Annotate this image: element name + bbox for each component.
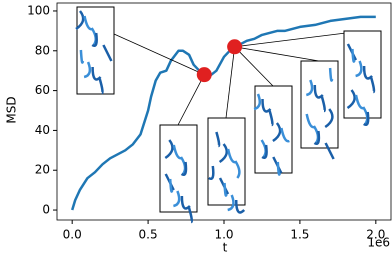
- inset-fiber: [370, 77, 376, 94]
- inset-fiber: [180, 161, 188, 176]
- inset-fiber: [305, 79, 314, 97]
- y-tick-label: 0: [42, 203, 50, 217]
- inset-fiber: [79, 49, 85, 64]
- y-tick-label: 40: [35, 123, 50, 137]
- x-axis-label: t: [223, 241, 228, 255]
- connector: [234, 46, 274, 87]
- inset-fiber: [164, 139, 174, 160]
- inset-frame: [343, 30, 382, 119]
- inset-fiber: [261, 144, 268, 159]
- inset-fiber: [98, 78, 104, 95]
- inset-image: [343, 30, 382, 126]
- data-line: [71, 15, 376, 211]
- inset-fiber: [227, 194, 235, 212]
- inset-image: [75, 6, 115, 95]
- inset-fiber: [313, 130, 321, 145]
- inset-fiber: [272, 122, 282, 143]
- inset-fiber: [173, 190, 181, 208]
- inset-fiber: [75, 10, 85, 31]
- inset-image: [159, 124, 198, 224]
- inset-fiber: [261, 98, 272, 113]
- connector: [234, 30, 363, 48]
- inset-fiber: [226, 148, 237, 164]
- x-tick-label: 2.0: [366, 228, 385, 242]
- inset-frame: [254, 85, 293, 174]
- y-axis-label: MSD: [5, 96, 19, 123]
- inset-fiber: [91, 66, 102, 81]
- inset-fiber: [351, 48, 356, 63]
- inset-image: [207, 117, 246, 214]
- inset-fiber: [83, 15, 93, 31]
- x-offset-label: 1e6: [367, 236, 390, 250]
- inset-fiber: [253, 93, 262, 111]
- inset-fiber: [346, 89, 356, 110]
- inset-fiber: [363, 111, 370, 126]
- inset-fiber: [268, 110, 274, 127]
- inset-fiber: [83, 61, 92, 79]
- inset-fiber: [234, 199, 246, 214]
- inset-fiber: [187, 207, 194, 224]
- inset-fiber: [180, 195, 191, 210]
- y-tick-label: 80: [35, 43, 50, 57]
- inset-fiber: [328, 67, 334, 82]
- inset-fiber: [320, 96, 326, 113]
- inset-fiber: [324, 142, 335, 160]
- inset-fiber: [313, 84, 324, 99]
- inset-fiber: [168, 178, 174, 193]
- inset-fiber: [102, 44, 113, 62]
- connector: [234, 46, 320, 62]
- inset-fiber: [305, 113, 316, 129]
- inset-image: [300, 60, 339, 160]
- highlight-point: [227, 39, 243, 55]
- inset-fiber: [215, 131, 221, 148]
- x-tick-label: 1.0: [214, 228, 233, 242]
- inset-fiber: [91, 32, 98, 47]
- inset-image: [253, 85, 293, 176]
- x-tick-label: 0.5: [139, 228, 158, 242]
- inset-fiber: [218, 143, 229, 164]
- y-tick-label: 100: [27, 3, 50, 17]
- inset-fiber: [172, 144, 183, 160]
- inset-fiber: [223, 182, 228, 197]
- inset-fiber: [276, 161, 282, 176]
- inset-fiber: [280, 127, 290, 143]
- highlight-point: [196, 67, 212, 83]
- x-tick-label: 0.0: [63, 228, 82, 242]
- connector: [225, 46, 236, 119]
- x-tick-label: 1.5: [290, 228, 309, 242]
- inset-fiber: [208, 165, 215, 180]
- inset-fiber: [355, 60, 363, 78]
- connector: [113, 33, 205, 76]
- connector: [177, 74, 205, 126]
- inset-fiber: [354, 94, 365, 110]
- inset-fiber: [362, 65, 373, 80]
- inset-fiber: [324, 108, 334, 129]
- y-tick-label: 20: [35, 163, 50, 177]
- y-tick-label: 60: [35, 83, 50, 97]
